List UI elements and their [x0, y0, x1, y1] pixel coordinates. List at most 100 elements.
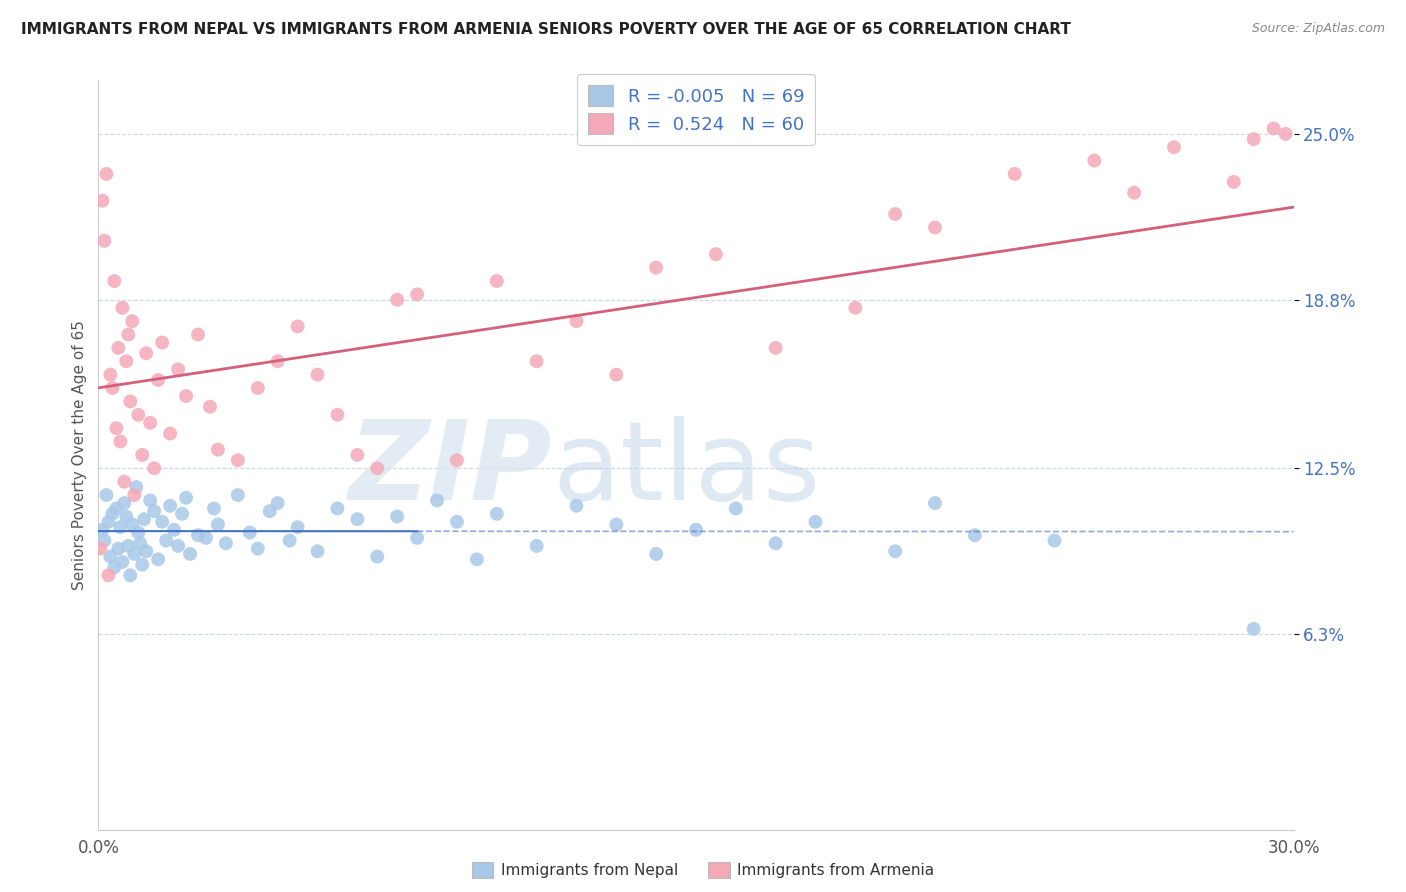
Point [121, 517, 143, 532]
Point [198, 400, 221, 414]
Point [385, 509, 409, 524]
Point [91, 523, 114, 537]
Point [98, 549, 122, 564]
Point [207, 442, 229, 457]
Point [112, 496, 135, 510]
Point [645, 547, 668, 561]
Point [121, 314, 143, 328]
Point [117, 327, 139, 342]
Point [187, 528, 209, 542]
Text: atlas: atlas [553, 417, 821, 524]
Point [131, 448, 153, 462]
Point [1004, 167, 1026, 181]
Point [765, 341, 787, 355]
Point [93, 533, 115, 548]
Point [326, 501, 349, 516]
Point [765, 536, 787, 550]
Point [605, 368, 627, 382]
Point [172, 507, 194, 521]
Point [150, 515, 173, 529]
Point [307, 368, 329, 382]
Point [963, 528, 986, 542]
Point [884, 544, 907, 558]
Point [150, 335, 173, 350]
Point [155, 533, 177, 548]
Point [246, 541, 269, 556]
Point [159, 426, 181, 441]
Point [326, 408, 349, 422]
Point [127, 525, 149, 540]
Point [135, 346, 157, 360]
Point [366, 549, 388, 564]
Point [287, 520, 309, 534]
Point [129, 536, 152, 550]
Text: IMMIGRANTS FROM NEPAL VS IMMIGRANTS FROM ARMENIA SENIORS POVERTY OVER THE AGE OF: IMMIGRANTS FROM NEPAL VS IMMIGRANTS FROM… [21, 22, 1071, 37]
Point [131, 558, 153, 572]
Point [124, 547, 146, 561]
Point [1263, 121, 1285, 136]
Point [111, 301, 134, 315]
Point [174, 491, 197, 505]
Point [239, 525, 262, 540]
Point [446, 453, 468, 467]
Point [103, 560, 125, 574]
Point [207, 517, 229, 532]
Point [1163, 140, 1185, 154]
Point [307, 544, 329, 558]
Point [112, 475, 135, 489]
Point [134, 512, 156, 526]
Point [117, 539, 139, 553]
Point [115, 354, 138, 368]
Point [107, 541, 129, 556]
Point [884, 207, 907, 221]
Point [565, 499, 588, 513]
Point [565, 314, 588, 328]
Point [97, 515, 120, 529]
Point [704, 247, 727, 261]
Point [124, 488, 146, 502]
Point [526, 354, 548, 368]
Point [215, 536, 238, 550]
Point [465, 552, 488, 566]
Point [924, 220, 946, 235]
Point [107, 341, 129, 355]
Point [195, 531, 218, 545]
Point [179, 547, 201, 561]
Point [139, 416, 162, 430]
Point [346, 512, 368, 526]
Legend: Immigrants from Nepal, Immigrants from Armenia: Immigrants from Nepal, Immigrants from A… [465, 856, 941, 884]
Point [1243, 132, 1265, 146]
Point [187, 327, 209, 342]
Point [366, 461, 388, 475]
Point [111, 555, 134, 569]
Text: ZIP: ZIP [349, 417, 553, 524]
Point [278, 533, 301, 548]
Text: Source: ZipAtlas.com: Source: ZipAtlas.com [1251, 22, 1385, 36]
Point [1243, 622, 1265, 636]
Point [101, 507, 124, 521]
Point [924, 496, 946, 510]
Point [267, 496, 290, 510]
Point [120, 394, 142, 409]
Point [105, 421, 128, 435]
Point [135, 544, 157, 558]
Point [143, 461, 166, 475]
Point [167, 539, 190, 553]
Point [406, 287, 429, 301]
Point [174, 389, 197, 403]
Point [103, 274, 125, 288]
Point [1043, 533, 1066, 548]
Point [148, 373, 170, 387]
Point [110, 520, 132, 534]
Point [101, 381, 124, 395]
Legend: R = -0.005   N = 69, R =  0.524   N = 60: R = -0.005 N = 69, R = 0.524 N = 60 [576, 74, 815, 145]
Point [246, 381, 269, 395]
Y-axis label: Seniors Poverty Over the Age of 65: Seniors Poverty Over the Age of 65 [72, 320, 87, 590]
Point [115, 509, 138, 524]
Point [287, 319, 309, 334]
Point [98, 368, 122, 382]
Point [226, 488, 249, 502]
Point [127, 408, 149, 422]
Point [93, 234, 115, 248]
Point [645, 260, 668, 275]
